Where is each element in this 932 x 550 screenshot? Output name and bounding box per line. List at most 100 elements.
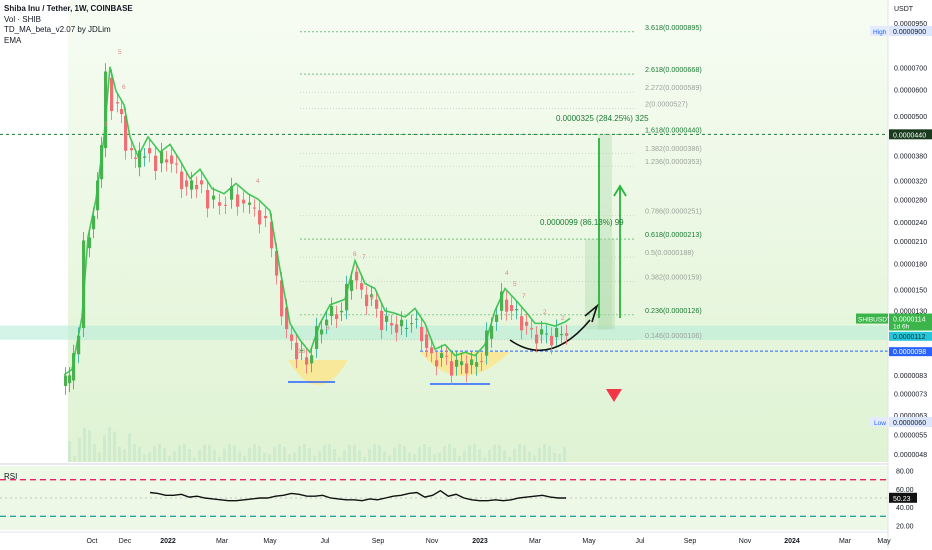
volume-bar bbox=[168, 455, 171, 462]
low-value: 0.0000060 bbox=[893, 420, 926, 427]
symbol-tag: SHIBUSDT bbox=[858, 317, 891, 324]
volume-bar bbox=[223, 448, 226, 462]
volume-bar bbox=[553, 452, 556, 462]
candle-body bbox=[460, 361, 464, 366]
volume-bar bbox=[128, 433, 131, 462]
candle-body bbox=[555, 327, 559, 338]
volume-bar bbox=[478, 449, 481, 462]
td-count-8: 5 bbox=[513, 281, 517, 288]
candle-body bbox=[435, 360, 439, 367]
volume-bar bbox=[528, 451, 531, 462]
volume-bar bbox=[238, 451, 241, 462]
volume-bar bbox=[548, 446, 551, 462]
volume-bar bbox=[313, 455, 316, 462]
volume-bar bbox=[468, 445, 471, 462]
volume-bar bbox=[193, 457, 196, 462]
volume-bar bbox=[268, 454, 271, 462]
target-tag: 0.0000440 bbox=[893, 132, 926, 139]
candle-body bbox=[420, 327, 424, 342]
candle-body bbox=[275, 251, 279, 276]
time-tick-16: May bbox=[877, 538, 891, 545]
indicator-volume[interactable]: Vol · SHIB bbox=[4, 14, 41, 24]
price-tick-6: 0.0000380 bbox=[894, 153, 927, 160]
candle-body bbox=[143, 156, 147, 158]
candle-body bbox=[160, 151, 164, 164]
ema-line bbox=[63, 66, 571, 376]
candle-body bbox=[100, 145, 104, 180]
fib-label-4: 1.618(0.0000440) bbox=[645, 125, 702, 134]
candle-body bbox=[485, 330, 489, 356]
volume-bar bbox=[143, 454, 146, 462]
volume-bar bbox=[263, 452, 266, 462]
candle-body bbox=[310, 355, 314, 364]
candle-body bbox=[270, 221, 274, 249]
time-tick-4: May bbox=[263, 538, 277, 545]
countdown: 1d 6h bbox=[893, 324, 910, 331]
indicator-ema[interactable]: EMA bbox=[4, 35, 22, 45]
candle-body bbox=[400, 319, 404, 327]
candle-body bbox=[415, 318, 419, 320]
volume-bar bbox=[108, 427, 111, 462]
volume-bar bbox=[513, 448, 516, 462]
volume-bar bbox=[438, 452, 441, 462]
candle-body bbox=[330, 305, 334, 317]
fib-label-10: 0.382(0.0000159) bbox=[645, 272, 702, 281]
candle-body bbox=[350, 280, 354, 291]
candle-body bbox=[335, 314, 339, 320]
time-tick-10: May bbox=[582, 538, 596, 545]
ema-tag-bg bbox=[889, 331, 932, 341]
volume-bar bbox=[423, 444, 426, 462]
cup-arc bbox=[509, 319, 591, 352]
candle-body bbox=[480, 361, 484, 363]
volume-bar bbox=[123, 449, 126, 462]
volume-bar bbox=[178, 445, 181, 462]
volume-bar bbox=[203, 444, 206, 462]
volume-bar bbox=[518, 444, 521, 462]
td-count-9: 7 bbox=[522, 293, 526, 300]
volume-bar bbox=[323, 445, 326, 462]
fib-label-5: 1.382(0.0000386) bbox=[645, 144, 702, 153]
volume-bar bbox=[408, 452, 411, 462]
volume-bar bbox=[543, 444, 546, 462]
volume-bar bbox=[353, 444, 356, 462]
price-tick-9: 0.0000240 bbox=[894, 220, 927, 227]
candle-body bbox=[130, 148, 134, 151]
volume-bar bbox=[463, 451, 466, 462]
volume-bar bbox=[318, 451, 321, 462]
high-tag: High bbox=[873, 29, 887, 36]
volume-bar bbox=[293, 452, 296, 462]
candle-body bbox=[134, 157, 138, 159]
target-arrow-head bbox=[613, 184, 627, 197]
symbol-title[interactable]: Shiba Inu / Tether, 1W, COINBASE bbox=[4, 4, 133, 13]
last-price: 0.0000114 bbox=[893, 317, 926, 324]
indicator-td-ma[interactable]: TD_MA_beta_v2.07 by JDLim bbox=[4, 25, 111, 35]
time-tick-6: Sep bbox=[372, 538, 385, 545]
candle-body bbox=[92, 215, 96, 230]
volume-bar bbox=[378, 445, 381, 462]
td-count-7: 4 bbox=[505, 270, 509, 277]
time-tick-1: Dec bbox=[119, 538, 132, 545]
price-tick-2: 0.0000700 bbox=[894, 65, 927, 72]
volume-bar bbox=[248, 447, 251, 462]
price-axis-unit: USDT bbox=[894, 6, 914, 13]
volume-bar bbox=[283, 446, 286, 462]
chart-legend: Shiba Inu / Tether, 1W, COINBASE Vol · S… bbox=[4, 4, 133, 46]
rsi-tick-1: 60.00 bbox=[896, 487, 914, 494]
candle-body bbox=[520, 316, 524, 331]
volume-bar bbox=[188, 449, 191, 462]
candle-body bbox=[148, 148, 152, 154]
rsi-tick-2: 40.00 bbox=[896, 505, 914, 512]
candle-body bbox=[77, 335, 81, 355]
td-count-6: 9 bbox=[370, 295, 374, 302]
candle-body bbox=[290, 334, 294, 341]
time-tick-2: 2022 bbox=[160, 538, 176, 545]
price-tick-18: 0.0000073 bbox=[894, 392, 927, 399]
candle-body bbox=[264, 216, 268, 219]
volume-bar bbox=[233, 445, 236, 462]
volume-bar bbox=[388, 455, 391, 462]
candle-body bbox=[218, 202, 222, 206]
candle-body bbox=[224, 204, 228, 206]
volume-bar bbox=[303, 444, 306, 462]
